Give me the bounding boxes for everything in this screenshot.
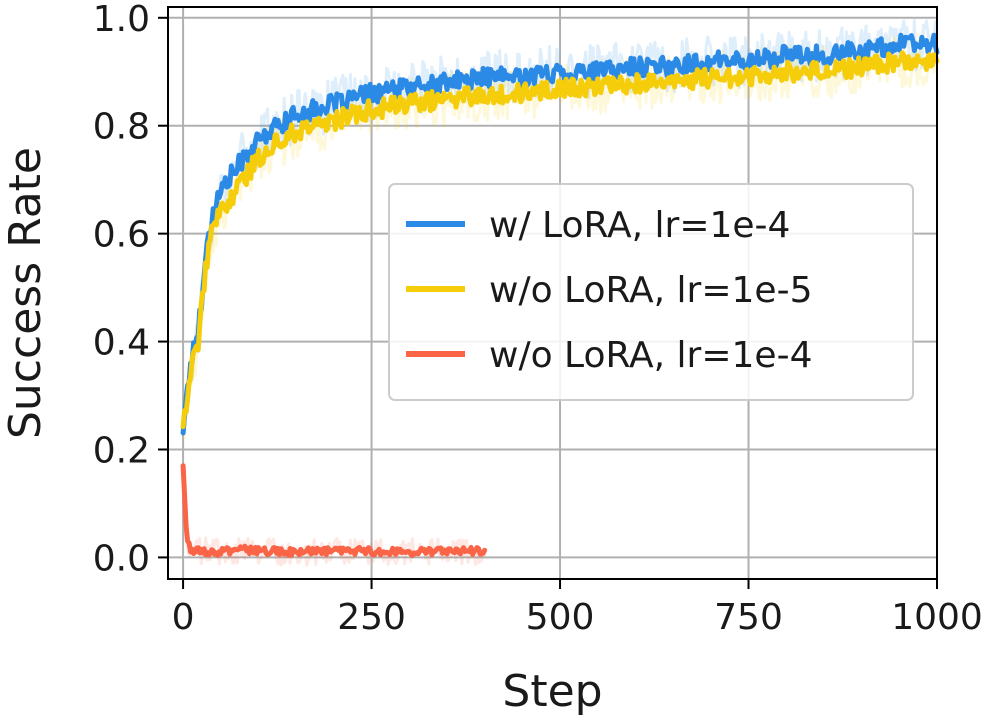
legend-entry: w/o LoRA, lr=1e-4 <box>406 335 812 376</box>
legend-label: w/ LoRA, lr=1e-4 <box>489 205 790 246</box>
x-tick-label: 0 <box>172 597 195 638</box>
x-tick-label: 750 <box>714 597 783 638</box>
series-line-1 <box>180 32 940 436</box>
x-tick-label: 500 <box>526 597 595 638</box>
y-tick-label: 0.8 <box>93 107 150 148</box>
y-tick-label: 0.4 <box>93 323 150 364</box>
axis-ticks: 0 250 500 750 1000 0.0 0.2 0.4 0.6 0.8 1.0 <box>93 0 983 638</box>
y-axis-title: Success Rate <box>0 147 51 439</box>
y-tick-label: 0.2 <box>93 430 150 471</box>
series-lines <box>180 32 940 559</box>
plot-frame <box>167 6 938 580</box>
legend-box <box>388 183 914 401</box>
x-tick-label: 250 <box>337 597 406 638</box>
legend-entry: w/o LoRA, lr=1e-5 <box>406 270 812 311</box>
x-axis-title: Step <box>502 666 602 717</box>
legend-label: w/o LoRA, lr=1e-5 <box>489 270 812 311</box>
legend-entry: w/ LoRA, lr=1e-4 <box>406 205 790 246</box>
y-tick-label: 0.6 <box>93 215 150 256</box>
y-tick-label: 1.0 <box>93 0 150 40</box>
legend-label: w/o LoRA, lr=1e-4 <box>489 335 812 376</box>
series-line-3 <box>180 463 488 559</box>
legend: w/ LoRA, lr=1e-4 w/o LoRA, lr=1e-5 w/o LoR… <box>388 183 914 401</box>
series-line-2 <box>180 50 940 430</box>
x-tick-label: 1000 <box>891 597 983 638</box>
y-tick-label: 0.0 <box>93 538 150 579</box>
